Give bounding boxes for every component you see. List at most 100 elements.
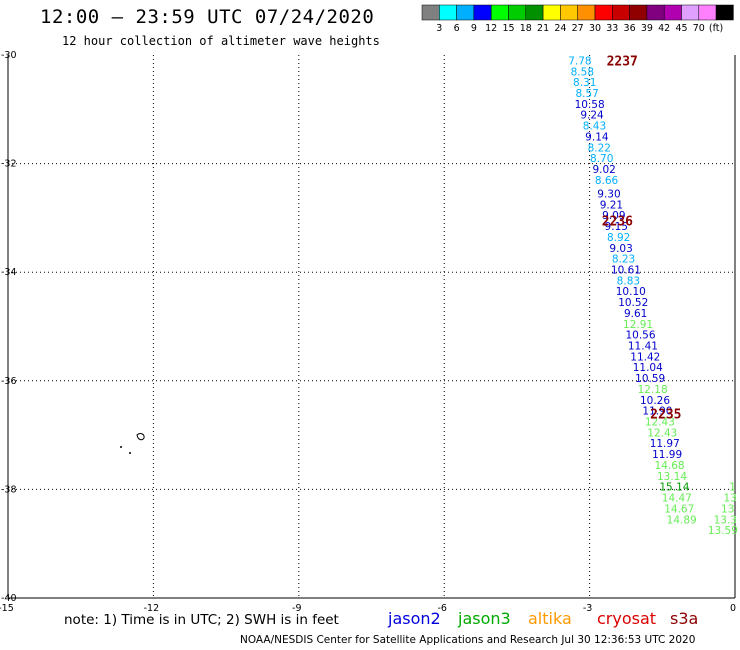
swh-point-label: 10.56 [625,330,655,342]
colorbar-swatch [612,4,630,21]
swh-point-label: 9.15 [605,221,628,233]
satellite-jason3: jason3 [458,609,511,628]
swh-point-label: 9.61 [624,308,647,320]
colorbar-label: 45 [675,23,687,34]
swh-point-label: 10.59 [635,373,665,385]
swh-point-label: 14.89 [667,514,697,526]
colorbar-label: 12 [485,23,497,34]
swh-point-label: 10.26 [640,395,670,407]
swh-point-label: 9.02 [592,164,615,176]
colorbar-swatch [439,4,457,21]
colorbar-label: (ft) [709,23,723,34]
swh-point-label: 14.67 [664,503,694,515]
x-tick-label: -3 [583,603,592,614]
swh-point-label: 8.31 [573,77,596,89]
colorbar-swatch [560,4,578,21]
swh-point-label: 11.99 [652,449,682,461]
colorbar-swatch [508,4,527,21]
colorbar-swatch [698,4,717,21]
colorbar-swatch [542,4,561,21]
swh-point-label: 1 [729,482,736,494]
swh-point-label: 9.24 [580,110,604,122]
swh-point-label: 8.83 [617,275,640,287]
colorbar-label: 42 [658,23,670,34]
x-tick-label: -9 [292,603,301,614]
x-tick-label: -15 [0,603,14,614]
satellite-altika: altika [528,609,572,628]
swh-point-label: 10.61 [611,264,641,276]
swh-point-label: 8.58 [571,66,594,78]
colorbar-label: 21 [537,23,549,34]
colorbar-label: 9 [471,23,477,34]
footer-credit: NOAA/NESDIS Center for Satellite Applica… [240,634,696,646]
swh-point-label: 8.70 [590,153,613,165]
colorbar-swatch [646,4,665,21]
swh-point-label: 12.18 [638,384,668,396]
colorbar-label: 3 [436,23,442,34]
axis-ticks: -15-12-9-6-30-30-32-34-36-38-40 [0,50,736,614]
y-tick-label: -38 [1,484,17,495]
swh-readings: 7.788.588.318.5710.589.248.439.148.228.7… [568,55,738,537]
colorbar-label: 39 [641,23,653,34]
swh-point-label: 8.57 [575,88,598,100]
colorbar-swatch [421,4,440,21]
swh-point-label: 9.09 [602,210,625,222]
colorbar-swatch [629,4,648,21]
colorbar-swatch [577,4,596,21]
y-tick-label: -30 [1,50,17,61]
satellite-cryosat: cryosat [597,609,657,628]
swh-point-label: 8.66 [595,175,619,187]
colorbar-label: 30 [589,23,601,34]
satellite-s3a: s3a [670,609,699,628]
colorbar-label: 33 [606,23,618,34]
map-grid [7,55,736,599]
swh-point-label: 12.43 [647,427,677,439]
y-tick-label: -36 [1,376,17,387]
swh-point-label: 15.14 [659,482,689,494]
swh-point-label: 14.47 [662,493,692,505]
x-tick-label: -6 [437,603,446,614]
swh-point-label: 10.58 [575,99,605,111]
swh-point-label: 10.10 [616,286,646,298]
colorbar-swatch [681,4,700,21]
colorbar-label: 36 [624,23,636,34]
colorbar-swatch [525,4,544,21]
swh-point-label: 13 [723,493,736,505]
colorbar-swatch [456,4,475,21]
swh-point-label: 8.43 [583,121,606,133]
pass-time-labels: 2237 2236 2235 [602,54,682,422]
y-tick-label: -40 [1,593,17,604]
satellite-jason2: jason2 [388,609,441,628]
swh-point-label: 11.97 [650,438,680,450]
units-note: note: 1) Time is in UTC; 2) SWH is in fe… [64,612,339,628]
swh-point-label: 12.43 [645,417,675,429]
page-title: 12:00 – 23:59 UTC 07/24/2020 [40,6,375,28]
colorbar-swatch [715,4,734,21]
colorbar-swatch [594,4,613,21]
pass-time-label: 2235 [650,407,681,422]
pass-time-label: 2237 [607,54,638,69]
colorbar-label: 70 [693,23,705,34]
swh-point-label: 13.3 [714,514,737,526]
swh-point-label: 8.92 [607,232,630,244]
page-subtitle: 12 hour collection of altimeter wave hei… [62,34,380,48]
colorbar-swatch [473,4,492,21]
swh-point-label: 13.14 [657,471,687,483]
pass-time-label: 2236 [602,215,633,230]
x-tick-label: -12 [144,603,160,614]
colorbar-label: 18 [520,23,532,34]
x-tick-label: 0 [730,603,736,614]
colorbar-label: 24 [554,23,566,34]
colorbar-label: 6 [454,23,460,34]
swh-point-label: 13.59 [708,525,738,537]
swh-point-label: 9.03 [609,243,632,255]
swh-point-label: 11.42 [630,351,660,363]
colorbar-label: 15 [502,23,514,34]
y-tick-label: -32 [1,159,17,170]
colorbar-label: 27 [572,23,584,34]
swh-point-label: 7.78 [568,55,591,67]
swh-point-label: 11.41 [628,341,658,353]
colorbar-swatch [490,4,509,21]
swh-point-label: 13 [721,503,734,515]
